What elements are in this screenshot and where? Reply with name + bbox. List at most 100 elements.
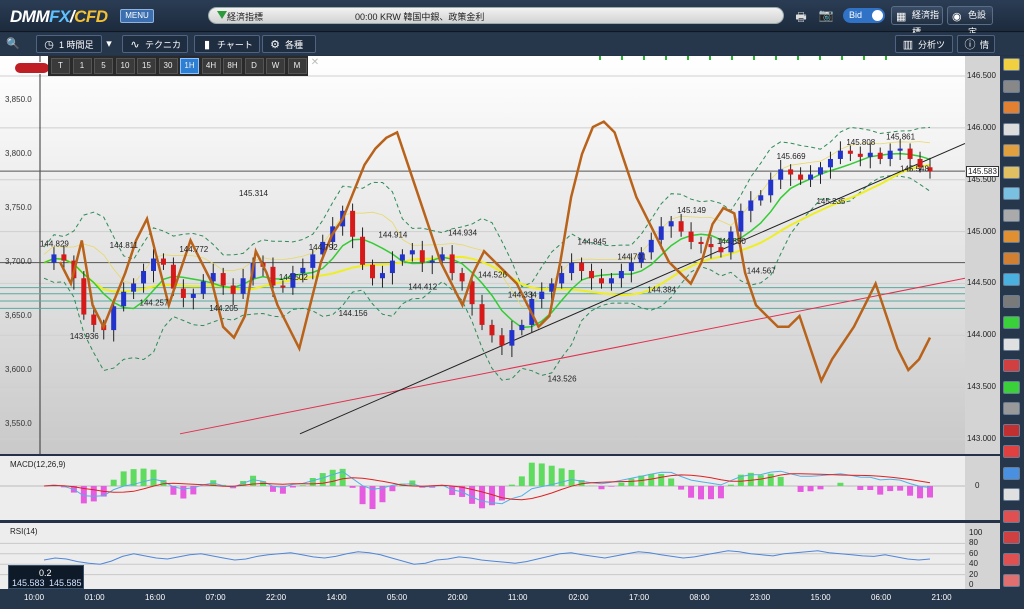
brush-icon[interactable]	[1003, 101, 1020, 114]
order-button[interactable]	[14, 62, 50, 74]
bars-icon[interactable]	[1003, 187, 1020, 200]
price-label: 144.792	[309, 243, 338, 252]
settings-button[interactable]: ⚙各種設定	[262, 35, 316, 68]
info-button[interactable]: ⓘ情報	[957, 35, 995, 68]
timeframe-5[interactable]: 5	[94, 58, 113, 74]
analysis-tools-button[interactable]: ▥分析ツール	[895, 35, 953, 68]
shape-icon[interactable]	[1003, 294, 1020, 308]
stoch-tick-label: 3,850.0	[5, 95, 32, 104]
time-tick-label: 17:00	[629, 593, 650, 602]
timeframe-4h[interactable]: 4H	[201, 58, 221, 74]
timeframe-m[interactable]: M	[287, 58, 307, 74]
macd-histogram-bar	[90, 486, 97, 502]
timeframe-label: 1 時間足	[59, 40, 94, 50]
zoom-icon[interactable]	[1003, 316, 1020, 329]
cursor-icon[interactable]	[1003, 79, 1020, 93]
price-tick-label: 143.500	[967, 382, 996, 392]
price-label: 144.526	[478, 271, 507, 280]
technical-button[interactable]: ∿テクニカル	[122, 35, 188, 68]
bell-icon[interactable]	[1003, 58, 1020, 71]
quote-box[interactable]: 0.2 145.583 145.585	[8, 565, 84, 589]
rsi-svg	[0, 542, 965, 576]
candle-body	[748, 200, 754, 211]
visibility-icon[interactable]	[1003, 380, 1020, 394]
printer-icon[interactable]: 🖶	[795, 10, 807, 24]
timeframe-8h[interactable]: 8H	[223, 58, 242, 74]
macd-histogram-bar	[688, 486, 695, 498]
candle-body	[61, 254, 67, 261]
time-tick-label: 02:00	[568, 593, 589, 602]
candle-body	[519, 324, 525, 331]
hand-icon[interactable]	[1003, 144, 1020, 157]
timeframe-t[interactable]: T	[51, 58, 70, 74]
price-label: 144.334	[508, 291, 537, 300]
macd-histogram-bar	[80, 486, 87, 504]
timeframe-30[interactable]: 30	[158, 58, 178, 74]
layers-icon[interactable]	[1003, 445, 1020, 458]
macd-title: MACD(12,26,9)	[10, 460, 66, 469]
price-label: 143.936	[70, 332, 99, 341]
grid-icon[interactable]	[1003, 208, 1020, 222]
reset-icon[interactable]	[1003, 466, 1020, 480]
candle-body	[210, 273, 216, 282]
candle-body	[449, 254, 455, 274]
chart-type-button[interactable]: ▮チャートタイプ	[194, 35, 260, 68]
candle-body	[827, 158, 833, 168]
economic-indicator-button[interactable]: ▦ 経済指標	[891, 6, 943, 37]
bid-toggle[interactable]: Bid	[843, 8, 885, 23]
text-icon[interactable]	[1003, 230, 1020, 243]
timeframe-d[interactable]: D	[244, 58, 264, 74]
close-icon[interactable]: ✕	[310, 57, 320, 68]
candle-body	[419, 250, 425, 263]
timeframe-w[interactable]: W	[266, 58, 285, 74]
palette-icon: ◉	[952, 11, 962, 23]
candle-body	[569, 262, 575, 274]
main-chart-panel[interactable]: 144.829 143.936 144.811 144.257 144.772 144.2…	[0, 56, 966, 454]
candle-body	[370, 264, 376, 279]
timeframe-10[interactable]: 10	[115, 58, 135, 74]
news-ticker[interactable]: 経済指標 00:00 KRW 韓国中銀、政策金利	[208, 7, 784, 24]
tag-icon[interactable]	[1003, 337, 1020, 351]
eraser-icon[interactable]	[1003, 402, 1020, 415]
export-icon[interactable]	[1003, 531, 1020, 544]
rsi-panel[interactable]: RSI(14)	[0, 523, 965, 589]
macd-panel[interactable]: MACD(12,26,9)	[0, 456, 965, 520]
refresh-icon[interactable]	[1003, 574, 1020, 587]
timeframe-1[interactable]: 1	[72, 58, 92, 74]
timeframe-strip: T 1 5 10 15 30 1H 4H 8H D W M	[48, 56, 308, 76]
price-label: 144.914	[378, 230, 407, 239]
rsi-tick-label: 0	[969, 580, 974, 589]
candle-body	[91, 314, 97, 325]
lock-icon[interactable]	[1003, 359, 1020, 372]
price-label: 144.156	[339, 309, 368, 318]
moving-average-long	[43, 164, 931, 297]
camera-icon[interactable]: 📷	[818, 8, 834, 22]
candle-body	[111, 306, 117, 331]
zoom-search-icon[interactable]: 🔍	[6, 38, 20, 50]
timeframe-selector[interactable]: ◷ 1 時間足	[36, 35, 102, 53]
timeframe-15[interactable]: 15	[137, 58, 156, 74]
macd-histogram-bar	[319, 473, 326, 486]
clock-icon[interactable]	[1003, 488, 1020, 501]
color-icon[interactable]	[1003, 423, 1020, 437]
macd-histogram-bar	[877, 486, 884, 495]
pitchfork-icon[interactable]	[1003, 273, 1020, 286]
candle-body	[300, 267, 306, 274]
color-settings-button[interactable]: ◉ 色設定	[947, 6, 993, 37]
delete-icon[interactable]	[1003, 552, 1020, 566]
menu-button[interactable]: MENU	[120, 9, 154, 23]
arrow-icon[interactable]	[1003, 165, 1020, 179]
timeframe-1h[interactable]: 1H	[180, 58, 199, 74]
macd-histogram-bar	[628, 478, 635, 486]
macd-histogram-bar	[538, 463, 545, 486]
chevron-down-icon[interactable]: ▾	[106, 38, 112, 50]
line-icon[interactable]	[1003, 122, 1020, 136]
macd-svg	[0, 462, 965, 510]
black-trendline	[299, 142, 966, 435]
main-chart-svg: 144.829 143.936 144.811 144.257 144.772 144.2…	[0, 56, 966, 454]
candle-body	[808, 174, 814, 180]
fib-icon[interactable]	[1003, 251, 1020, 265]
settings-icon[interactable]	[1003, 509, 1020, 523]
candle-body	[598, 278, 604, 284]
